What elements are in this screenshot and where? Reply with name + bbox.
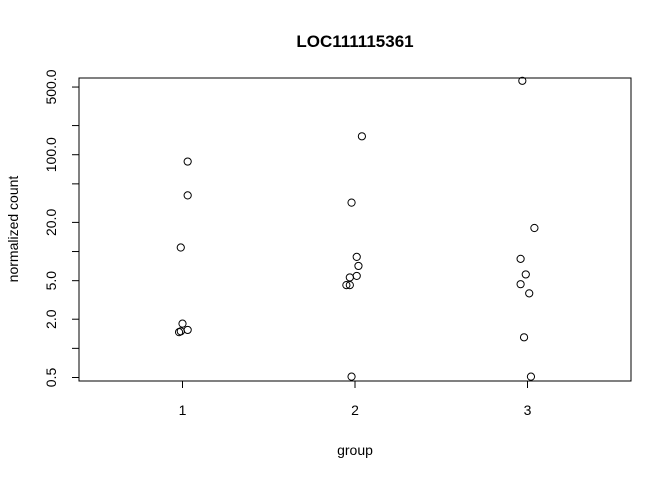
x-tick-label: 2 bbox=[351, 402, 359, 418]
data-point bbox=[183, 191, 192, 200]
data-point bbox=[183, 325, 192, 335]
data-point bbox=[526, 372, 536, 381]
data-point bbox=[516, 280, 525, 289]
data-point bbox=[347, 198, 356, 207]
y-axis: 0.5 2.0 5.0 20.0 100.0 500.0 bbox=[43, 69, 80, 388]
data-point bbox=[347, 372, 356, 381]
y-tick-label: 5.0 bbox=[43, 271, 59, 291]
x-tick-label: 1 bbox=[179, 402, 187, 418]
data-point bbox=[521, 270, 530, 279]
y-tick-label: 2.0 bbox=[43, 309, 59, 329]
data-point bbox=[174, 328, 184, 337]
plot-frame bbox=[78, 77, 632, 382]
data-point bbox=[518, 76, 527, 85]
x-tick-label: 3 bbox=[524, 402, 532, 418]
y-axis-label: normalized count bbox=[5, 176, 21, 283]
data-point bbox=[354, 261, 363, 271]
y-tick-label: 500.0 bbox=[43, 69, 59, 104]
y-tick-label: 0.5 bbox=[43, 368, 59, 388]
data-point bbox=[178, 319, 187, 328]
data-point bbox=[345, 273, 354, 282]
data-point bbox=[342, 281, 351, 290]
data-point bbox=[357, 132, 366, 141]
data-points bbox=[174, 76, 539, 381]
data-point bbox=[525, 289, 534, 298]
data-point bbox=[516, 254, 525, 263]
y-tick-label: 20.0 bbox=[43, 209, 59, 236]
data-point bbox=[352, 252, 361, 262]
y-tick-label: 100.0 bbox=[43, 137, 59, 172]
data-point bbox=[176, 243, 185, 252]
data-point bbox=[519, 333, 529, 342]
x-axis-label: group bbox=[337, 442, 373, 458]
data-point bbox=[345, 281, 354, 290]
data-point bbox=[183, 157, 192, 166]
data-point bbox=[530, 223, 539, 233]
chart-title: LOC111115361 bbox=[296, 32, 413, 51]
x-axis: 1 2 3 bbox=[179, 380, 532, 418]
data-point bbox=[352, 271, 361, 281]
